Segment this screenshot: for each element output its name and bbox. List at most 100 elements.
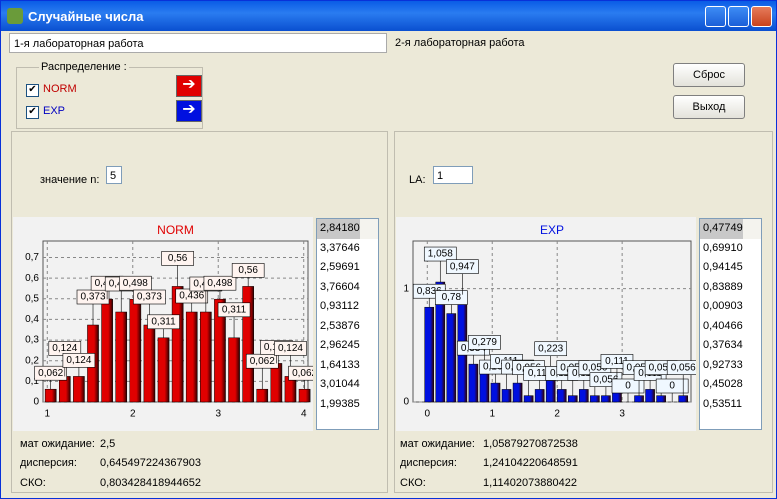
- bar: [678, 395, 689, 403]
- value-label: 0,056: [582, 362, 607, 373]
- value-label: 0,124: [52, 343, 77, 354]
- bar: [171, 286, 184, 403]
- input[interactable]: 1: [433, 166, 473, 184]
- stat-label: дисперсия:: [20, 457, 77, 469]
- value-label: 0,498: [123, 278, 148, 289]
- y-tick-label: 0: [33, 397, 39, 408]
- list-item[interactable]: 3,01044: [320, 378, 360, 390]
- list-item[interactable]: 2,96245: [320, 339, 360, 351]
- maximize-button[interactable]: [728, 6, 749, 27]
- list-item[interactable]: 0,40466: [703, 319, 743, 332]
- bar: [534, 389, 545, 403]
- y-tick-label: 0,4: [25, 314, 39, 325]
- list-item[interactable]: 2,59691: [320, 261, 360, 273]
- list-box[interactable]: 2,84180 3,37646 2,59691 3,76604 0,93112 2,538…: [316, 218, 379, 430]
- scrollbar[interactable]: [743, 219, 761, 239]
- group-box: Распределение : ✔ NORM ✔ EXP ➔ ➔: [16, 61, 203, 129]
- list-item[interactable]: 0,94145: [703, 261, 743, 273]
- checkbox[interactable]: ✔: [26, 106, 39, 119]
- list-item[interactable]: 0,53511: [703, 397, 742, 410]
- bar: [579, 389, 589, 403]
- list-box[interactable]: 0,47749 0,69910 0,94145 0,83889 0,00903 0,404…: [699, 218, 762, 430]
- label-box: [231, 263, 265, 278]
- bar: [157, 337, 170, 403]
- label-box: [147, 314, 180, 330]
- stat-label: дисперсия:: [400, 457, 457, 469]
- stat-value: 1,05879270872538: [483, 438, 578, 450]
- list-item[interactable]: 3,76604: [320, 280, 360, 293]
- y-tick-label: 0,3: [25, 335, 39, 346]
- value-label: 0,124: [66, 355, 91, 366]
- bar: [44, 388, 57, 403]
- tab[interactable]: 2-я лабораторная работа: [395, 37, 525, 49]
- y-tick-label: 0,6: [25, 273, 39, 284]
- stat-value: 0,645497224367903: [100, 457, 201, 469]
- input[interactable]: 5: [106, 166, 122, 184]
- value-label: 0,062: [292, 368, 313, 379]
- list-item[interactable]: 3,37646: [320, 241, 360, 254]
- y-tick-label: 0,1: [25, 376, 39, 387]
- label-box: [217, 302, 251, 318]
- chart-title: NORM: [157, 223, 194, 237]
- input-label: значение n:: [40, 174, 100, 186]
- stat-label: мат ожидание:: [20, 438, 95, 450]
- scrollbar[interactable]: [360, 219, 378, 239]
- value-label: 0,498: [207, 278, 232, 289]
- bar: [73, 376, 85, 403]
- value-label: 0: [625, 381, 631, 392]
- list-item[interactable]: 0,45028: [703, 378, 743, 390]
- list-item[interactable]: 1,99385: [320, 397, 360, 410]
- value-label: 0,373: [137, 292, 162, 303]
- stat-value: 0,803428418944652: [100, 477, 201, 489]
- bar: [656, 395, 666, 403]
- value-label: 0,279: [472, 337, 497, 348]
- list-item[interactable]: 0,37634: [703, 339, 743, 351]
- bar: [435, 281, 446, 403]
- bar: [143, 324, 156, 403]
- value-label: 0,056: [671, 362, 696, 373]
- bar: [446, 313, 457, 403]
- list-item[interactable]: 0,92733: [703, 358, 743, 371]
- bar: [298, 388, 311, 403]
- tab[interactable]: 1-я лабораторная работа: [9, 33, 387, 53]
- value-label: 0,836: [417, 286, 442, 297]
- value-label: 1,058: [428, 249, 453, 260]
- x-tick-label: 3: [619, 409, 625, 420]
- label-box: [666, 360, 696, 375]
- list-item[interactable]: 1,64133: [320, 358, 360, 371]
- bar: [424, 306, 435, 403]
- bar: [556, 389, 567, 403]
- bar: [256, 388, 269, 403]
- bar: [214, 298, 226, 403]
- checkbox-label: NORM: [43, 83, 77, 95]
- arrow-button[interactable]: ➔: [176, 75, 202, 97]
- bar: [115, 311, 128, 403]
- chart-title: EXP: [540, 223, 564, 237]
- label-box: [423, 246, 457, 262]
- minimize-button[interactable]: [705, 6, 726, 27]
- reset-button[interactable]: Сброс: [673, 63, 745, 87]
- list-item[interactable]: 0,83889: [703, 280, 743, 293]
- exit-button[interactable]: Выход: [673, 95, 745, 119]
- label-box: [274, 341, 307, 356]
- x-tick-label: 4: [301, 409, 307, 420]
- bar: [200, 311, 212, 403]
- arrow-button[interactable]: ➔: [176, 100, 202, 122]
- label-box: [34, 365, 67, 381]
- x-tick-label: 2: [130, 409, 136, 420]
- bar: [129, 298, 142, 403]
- bar: [590, 395, 600, 403]
- stat-value: 1,24104220648591: [483, 457, 578, 469]
- list-item[interactable]: 0,69910: [703, 241, 743, 254]
- checkbox[interactable]: ✔: [26, 84, 39, 97]
- value-label: 0: [669, 381, 675, 392]
- x-tick-label: 3: [215, 409, 221, 420]
- list-item[interactable]: 2,53876: [320, 319, 360, 332]
- label-box: [611, 378, 645, 394]
- bar: [185, 311, 198, 403]
- list-item[interactable]: 0,93112: [320, 300, 359, 312]
- close-button[interactable]: [751, 6, 772, 27]
- y-tick-label: 0,2: [25, 355, 39, 366]
- list-item[interactable]: 0,00903: [703, 300, 743, 312]
- histogram: EXP0101230,8361,0580,780,9470,3340,2790,…: [396, 217, 696, 431]
